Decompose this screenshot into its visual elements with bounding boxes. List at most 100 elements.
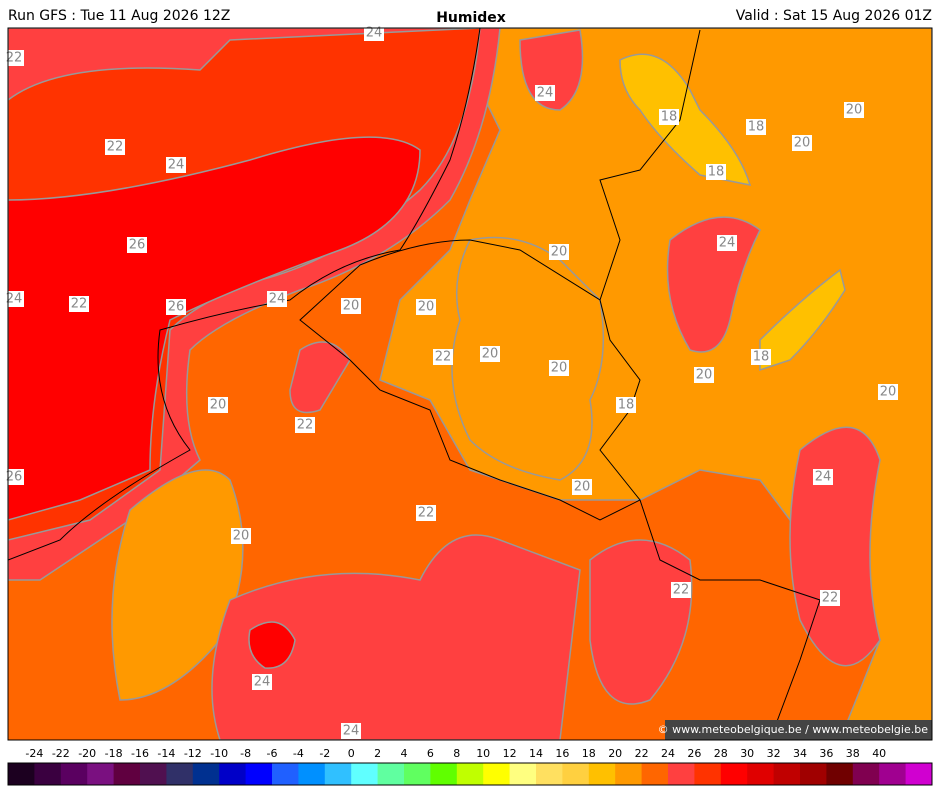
color-box [483,763,511,785]
contour-label: 24 [343,724,360,739]
contour-label: 22 [418,506,435,521]
colorbar-tick-label: -16 [131,747,149,760]
contour-label-bg [267,291,287,307]
color-box [826,763,854,785]
contour-label: 18 [661,110,678,125]
colorbar-tick-label: -14 [157,747,175,760]
color-box [852,763,880,785]
contour-label: 26 [129,238,146,253]
color-box [694,763,722,785]
contour-label-bg [166,299,186,315]
contour-label-bg [4,291,24,307]
contour-label: 20 [343,299,360,314]
contour-label: 18 [618,398,635,413]
color-box [377,763,405,785]
colorbar-tick-label: 18 [582,747,596,760]
contour-label: 26 [168,300,185,315]
contour-label-bg [416,505,436,521]
colorbar-tick-label: 8 [453,747,460,760]
contour-label: 20 [482,347,499,362]
color-box [404,763,431,785]
contour-label: 24 [815,470,832,485]
contour-label-bg [341,298,361,314]
colorbar-tick-label: 6 [427,747,434,760]
color-box [245,763,273,785]
contour-label-bg [659,109,679,125]
color-box [34,763,62,785]
contour-label: 20 [846,103,863,118]
colorbar-frame [7,762,933,786]
color-box [60,763,88,785]
contour-label-bg [878,384,898,400]
contour-label: 20 [794,136,811,151]
contour-label-bg [616,397,636,413]
contour-label-bg [364,25,384,41]
contour-label-bg [295,417,315,433]
map-title: Humidex [436,10,506,26]
credit: © www.meteobelgique.be / www.meteobelgie… [658,723,929,736]
colorbar-tick-label: 10 [476,747,490,760]
colorbar-tick-label: 16 [555,747,569,760]
color-box [87,763,115,785]
contour-label-bg [792,135,812,151]
contour-label-bg [671,582,691,598]
colorbar-tick-label: 2 [374,747,381,760]
map-field [8,28,932,740]
contour-label-bg [549,244,569,260]
contour-label-bg [694,367,714,383]
contour-label: 22 [297,418,314,433]
contour-label-bg [208,397,228,413]
run-info: Run GFS : Tue 11 Aug 2026 12Z [8,8,230,24]
field-zone [379,28,932,740]
colorbar-tick-label: -4 [293,747,304,760]
field-zone [248,621,296,669]
color-box [905,763,933,785]
contour-label-bg [105,139,125,155]
map-frame [7,27,933,741]
contour-label: 18 [748,120,765,135]
contour-label: 22 [71,297,88,312]
country-border [599,29,701,301]
contour-label: 22 [435,350,452,365]
color-box [773,763,801,785]
color-box [192,763,220,785]
contour-label: 20 [574,480,591,495]
colorbar-tick-label: 34 [793,747,807,760]
contour-label: 22 [822,591,839,606]
colorbar-tick-label: 4 [401,747,408,760]
contour-label-bg [706,164,726,180]
colorbar-tick-label: -12 [184,747,202,760]
contour-label-bg [480,346,500,362]
color-box [879,763,907,785]
color-box [166,763,194,785]
contour-label: 22 [6,51,23,66]
color-box [720,763,748,785]
color-box [219,763,247,785]
color-box [272,763,299,785]
contour-label: 24 [269,292,286,307]
colorbar-tick-label: -10 [210,747,228,760]
contour-label: 20 [696,368,713,383]
contour-label-bg [127,237,147,253]
contour-label-bg [433,349,453,365]
contour-label: 24 [719,236,736,251]
contour-label-bg [844,102,864,118]
contour-label-bg [252,674,272,690]
valid-info: Valid : Sat 15 Aug 2026 01Z [736,8,932,24]
contour-label-bg [416,299,436,315]
country-border [639,499,821,740]
color-box [113,763,141,785]
contour-label: 22 [673,583,690,598]
contour-label-bg [166,157,186,173]
contour-label: 20 [210,398,227,413]
color-box [298,763,326,785]
contour-label-bg [69,296,89,312]
colorbar-tick-label: 38 [846,747,860,760]
colorbar-tick-label: 24 [661,747,675,760]
contour-label-bg [820,590,840,606]
colorbar-tick-label: -22 [52,747,70,760]
colorbar-tick-label: 22 [635,747,649,760]
color-box [324,763,352,785]
contour-label: 20 [880,385,897,400]
